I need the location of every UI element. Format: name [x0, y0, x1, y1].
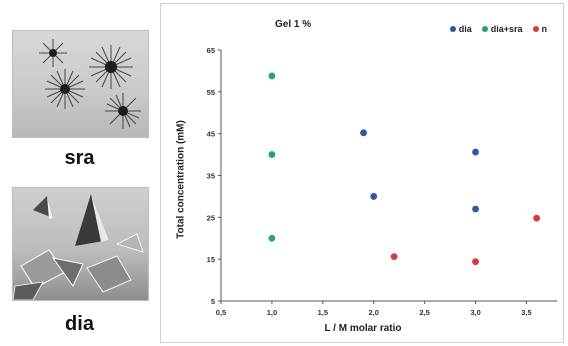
y-tick-label: 15 — [207, 255, 215, 264]
sra-crystal-photo — [12, 30, 149, 138]
dia-caption: dia — [65, 313, 94, 335]
x-tick-label: 3,5 — [521, 308, 531, 317]
scatter-chart: 0,5 1,0 1,5 2,0 2,5 3,0 3,5 5 15 25 35 45 55 65 Gel 1… — [160, 3, 564, 343]
legend-swatch-dia — [449, 26, 456, 32]
x-axis-label: L / M molar ratio — [324, 323, 402, 334]
x-tick-label: 1,5 — [318, 308, 328, 317]
data-point-dia-sra — [268, 72, 276, 80]
y-tick-label: 55 — [207, 88, 215, 97]
data-point-dia — [472, 205, 479, 213]
x-tick-label: 2,5 — [419, 308, 429, 317]
legend-label-n: n — [541, 24, 548, 34]
legend-item-dia-sra: dia+sra — [481, 24, 523, 34]
legend-label-dia-sra: dia+sra — [490, 24, 523, 34]
data-point-dia — [370, 193, 378, 200]
chart-plot-area: 0,5 1,0 1,5 2,0 2,5 3,0 3,5 5 15 25 35 45 55 65 — [207, 46, 557, 317]
data-point-dia — [360, 129, 367, 137]
legend-item-n: n — [532, 24, 548, 34]
data-point-dia-sra — [268, 234, 276, 242]
legend-item-dia: dia — [449, 24, 472, 34]
data-point-dia-sra — [268, 151, 276, 158]
y-tick-label: 25 — [207, 213, 215, 222]
y-tick-label: 5 — [211, 297, 215, 306]
legend-swatch-n — [532, 26, 539, 32]
legend-label-dia: dia — [458, 24, 472, 34]
x-tick-label: 1,0 — [267, 308, 277, 317]
y-tick-label: 65 — [207, 46, 215, 55]
y-axis-label: Total concentration (mM) — [175, 120, 187, 239]
chart-title: Gel 1 % — [275, 19, 312, 30]
y-tick-label: 35 — [207, 172, 215, 181]
data-point-dia — [472, 148, 479, 156]
y-tick-label: 45 — [207, 130, 215, 139]
x-tick-label: 0,5 — [216, 308, 226, 317]
sra-caption: sra — [64, 147, 95, 169]
legend-swatch-dia-sra — [481, 26, 488, 32]
dia-crystal-photo — [12, 187, 149, 301]
data-point-n — [472, 258, 479, 266]
data-point-n — [533, 214, 541, 222]
x-tick-label: 2,0 — [369, 308, 379, 317]
chart-legend: dia dia+sra n — [449, 24, 548, 34]
x-tick-label: 3,0 — [470, 308, 480, 317]
data-point-n — [390, 253, 398, 261]
